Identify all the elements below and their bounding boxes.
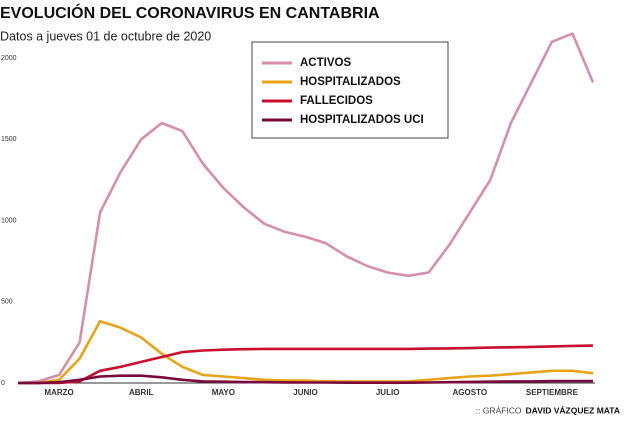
x-tick-label: JUNIO	[293, 388, 317, 397]
series-line	[18, 344, 594, 385]
x-tick-label: AGOSTO	[453, 388, 488, 397]
series-line	[18, 374, 593, 385]
x-tick-label: MARZO	[44, 388, 73, 397]
series-line	[18, 320, 594, 385]
y-tick-label: 500	[1, 299, 13, 306]
y-tick-label: 1000	[1, 217, 17, 224]
chart-subtitle: Datos a jueves 01 de octubre de 2020	[0, 29, 211, 43]
credit-label: :: GRÁFICO	[476, 405, 522, 415]
x-tick-label: ABRIL	[129, 388, 154, 397]
y-tick-label: 0	[1, 380, 5, 387]
legend-label: HOSPITALIZADOS	[300, 76, 401, 88]
credit-name: DAVID VÁZQUEZ MATA	[526, 405, 620, 415]
legend-label: FALLECIDOS	[300, 95, 373, 107]
chart-title: EVOLUCIÓN DEL CORONAVIRUS EN CANTABRIA	[0, 3, 380, 22]
legend-box	[251, 41, 449, 139]
legend-label: ACTIVOS	[300, 57, 351, 69]
y-tick-label: 2000	[1, 55, 17, 62]
x-tick-label: MAYO	[212, 388, 235, 397]
series-line	[17, 32, 595, 385]
x-tick-label: SEPTIEMBRE	[526, 388, 579, 397]
legend-label: HOSPITALIZADOS UCI	[300, 114, 424, 126]
y-tick-label: 1500	[1, 136, 17, 143]
x-tick-label: JULIO	[376, 388, 400, 397]
